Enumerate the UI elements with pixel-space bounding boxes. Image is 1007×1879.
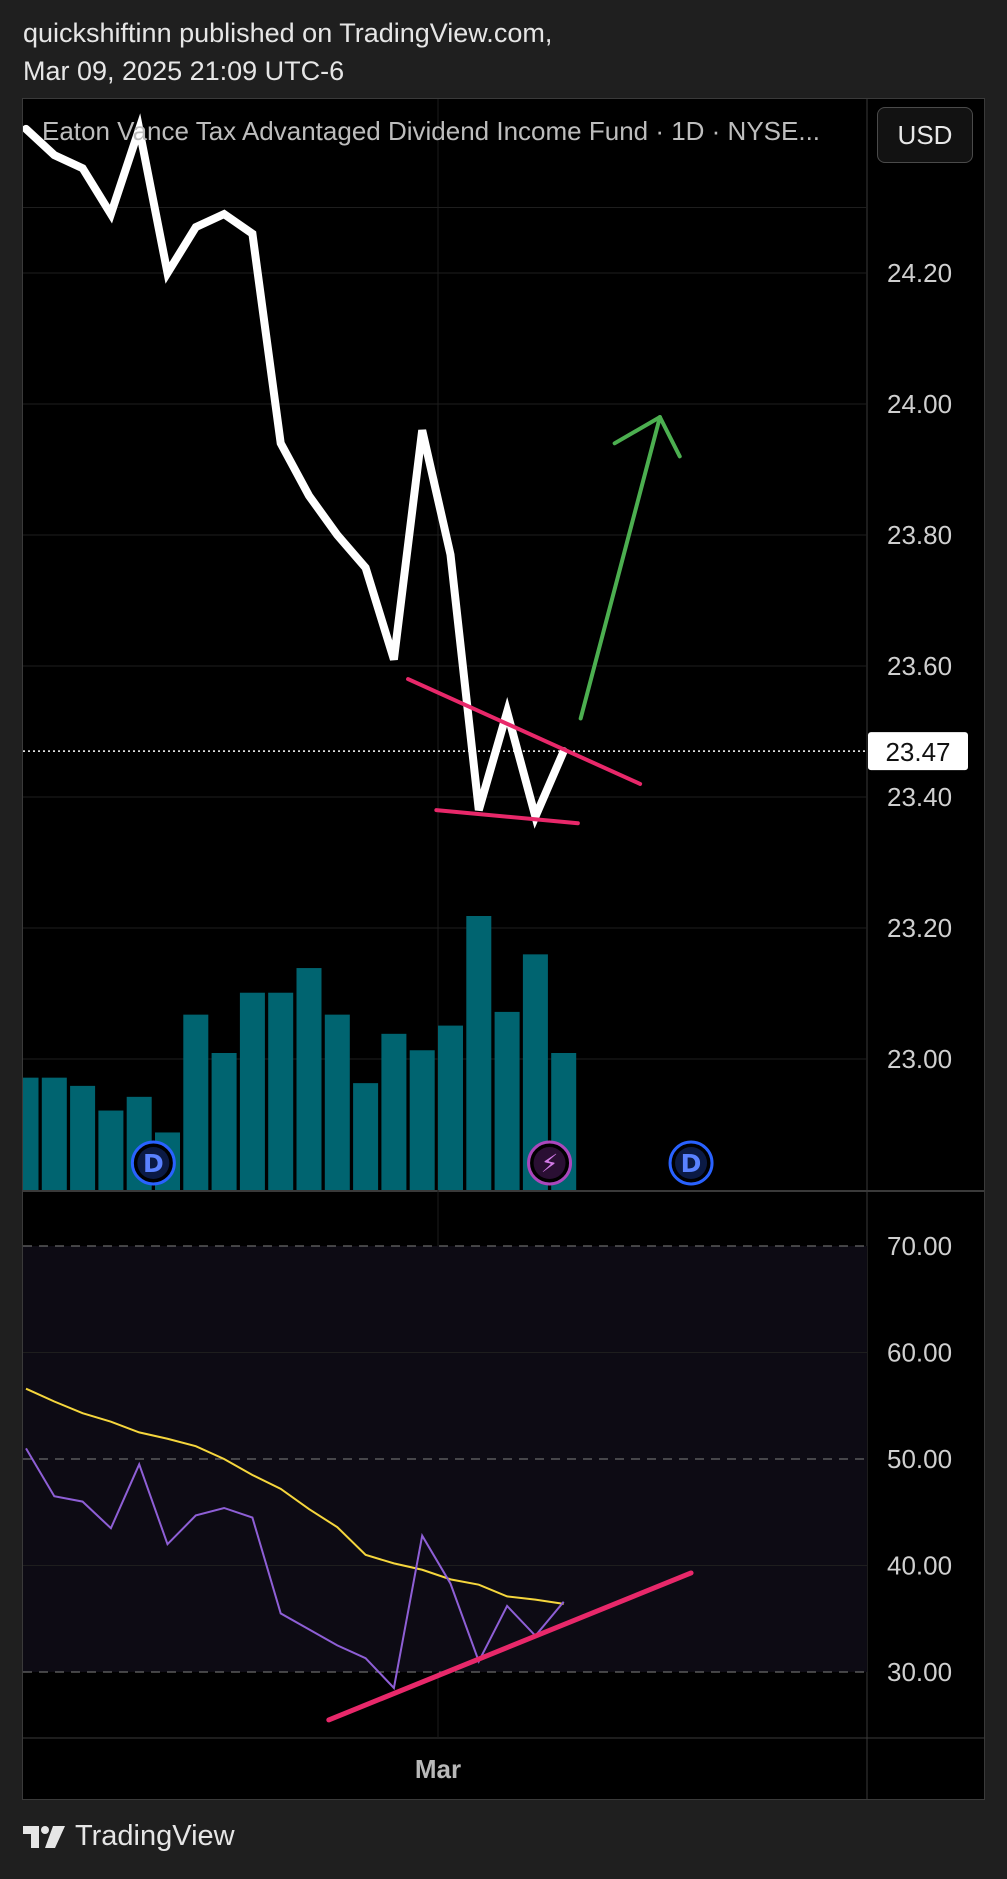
marker-label: ⚡ bbox=[541, 1149, 559, 1178]
volume-bar bbox=[268, 992, 294, 1190]
volume-bar bbox=[409, 1050, 435, 1190]
publish-date: Mar 09, 2025 21:09 UTC-6 bbox=[23, 56, 345, 86]
tradingview-logo-icon bbox=[23, 1825, 65, 1848]
price-pane bbox=[23, 113, 867, 1190]
price-tick-label: 23.80 bbox=[887, 520, 952, 550]
publisher-line: quickshiftinn published on TradingView.c… bbox=[23, 18, 553, 48]
dividend-marker[interactable]: D bbox=[130, 1140, 176, 1186]
symbol-title: Eaton Vance Tax Advantaged Dividend Inco… bbox=[42, 116, 821, 146]
marker-label: D bbox=[681, 1149, 702, 1178]
volume-bar bbox=[23, 1077, 39, 1190]
resistance-trendline bbox=[406, 677, 643, 786]
projection-arrow-head bbox=[612, 415, 682, 459]
volume-bar bbox=[296, 968, 322, 1190]
volume-bar bbox=[98, 1110, 124, 1190]
rsi-pane bbox=[23, 1245, 867, 1723]
brand-name: TradingView bbox=[75, 1820, 235, 1852]
volume-bar bbox=[41, 1077, 67, 1190]
price-tick-label: 23.40 bbox=[887, 782, 952, 812]
projection-arrow bbox=[578, 415, 662, 721]
marker-label: D bbox=[143, 1149, 164, 1178]
price-tick-label: 23.20 bbox=[887, 913, 952, 943]
tradingview-brand[interactable]: TradingView bbox=[23, 1820, 235, 1853]
volume-bar bbox=[239, 992, 265, 1190]
volume-bar bbox=[183, 1014, 209, 1190]
price-tick-label: 24.00 bbox=[887, 389, 952, 419]
volume-bar bbox=[353, 1083, 379, 1190]
dividend-marker[interactable]: D bbox=[668, 1140, 714, 1186]
marker-fill bbox=[137, 1147, 170, 1179]
rsi-tick-label: 50.00 bbox=[887, 1444, 952, 1474]
rsi-tick-label: 60.00 bbox=[887, 1338, 952, 1368]
rsi-line bbox=[25, 1447, 565, 1691]
time-axis-label: Mar bbox=[415, 1754, 461, 1784]
event-marker[interactable]: ⚡ bbox=[527, 1140, 573, 1186]
last-price-badge: 23.47 bbox=[868, 732, 968, 771]
rsi-tick-label: 70.00 bbox=[887, 1231, 952, 1261]
price-tick-label: 24.20 bbox=[887, 258, 952, 288]
volume-bar bbox=[466, 916, 492, 1190]
volume-bar bbox=[381, 1033, 407, 1190]
price-tick-label: 23.00 bbox=[887, 1044, 952, 1074]
volume-bar bbox=[211, 1053, 237, 1190]
volume-bar bbox=[494, 1011, 520, 1190]
marker-fill bbox=[675, 1147, 708, 1179]
rsi-tick-label: 30.00 bbox=[887, 1657, 952, 1687]
last-price-box bbox=[868, 732, 968, 771]
last-price-label: 23.47 bbox=[885, 737, 950, 767]
publication-header: quickshiftinn published on TradingView.c… bbox=[23, 14, 552, 90]
marker-fill bbox=[533, 1147, 566, 1179]
rsi-tick-label: 40.00 bbox=[887, 1551, 952, 1581]
support-trendline bbox=[434, 808, 580, 826]
volume-bar bbox=[438, 1025, 463, 1190]
rsi-ma-line bbox=[25, 1387, 564, 1605]
currency-button[interactable]: USD bbox=[877, 107, 973, 163]
price-tick-label: 23.60 bbox=[887, 651, 952, 681]
volume-bar bbox=[324, 1014, 350, 1190]
price-series-line bbox=[23, 113, 568, 829]
rsi-trendline bbox=[326, 1570, 694, 1723]
volume-bar bbox=[70, 1085, 96, 1190]
